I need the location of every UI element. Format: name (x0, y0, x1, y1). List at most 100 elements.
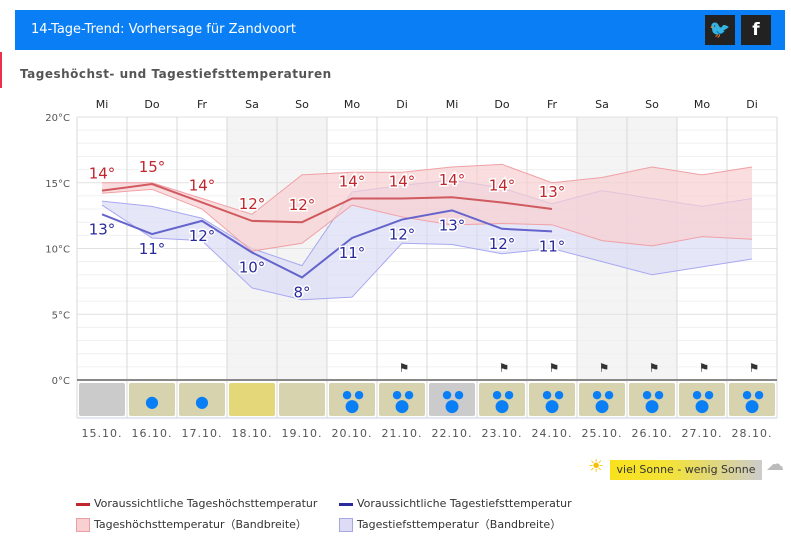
weekday-label: So (295, 98, 309, 111)
wind-flag-icon: ⚑ (549, 361, 560, 375)
weekday-label: Do (494, 98, 509, 111)
rain-drop-icon: ● (654, 388, 664, 401)
rain-drop-icon: ● (645, 396, 660, 416)
high-band-lower (101, 188, 753, 252)
rain-drop-icon: ● (442, 388, 452, 401)
rain-drop-icon: ● (595, 396, 610, 416)
facebook-button[interactable]: f (741, 15, 771, 45)
low-temp-label: 11° (339, 244, 366, 262)
rain-drop-icon: ● (745, 396, 760, 416)
rain-drop-icon: ● (542, 388, 552, 401)
date-label: 27.10. (682, 427, 723, 440)
header-bar: 14-Tage-Trend: Vorhersage für Zandvoort … (15, 10, 785, 50)
high-temp-label: 13° (539, 183, 566, 201)
sky-box-mixed (529, 383, 575, 416)
low-temp-line (101, 209, 553, 279)
weekday-label: Di (746, 98, 758, 111)
legend-label: Voraussichtliche Tagestiefsttemperatur (357, 497, 572, 510)
rain-drop-icon: ● (704, 388, 714, 401)
high-temp-label: 14° (339, 173, 366, 191)
date-label: 18.10. (232, 427, 273, 440)
low-temp-label: 11° (139, 240, 166, 258)
sky-box-mixed (129, 383, 175, 416)
sky-box-mixed (279, 383, 325, 416)
high-temp-label: 14° (489, 176, 516, 194)
date-label: 28.10. (732, 427, 773, 440)
rain-drop-icon: ● (145, 392, 159, 411)
rain-drop-icon: ● (504, 388, 514, 401)
date-label: 23.10. (482, 427, 523, 440)
rain-drop-icon: ● (604, 388, 614, 401)
high-temp-line (101, 183, 553, 224)
low-temp-label: 12° (389, 226, 416, 244)
wind-flag-icon: ⚑ (749, 361, 760, 375)
date-label: 24.10. (532, 427, 573, 440)
sky-box-mixed (579, 383, 625, 416)
high-temp-label: 12° (289, 196, 316, 214)
low-temp-label: 12° (189, 227, 216, 245)
low-temp-label: 13° (439, 216, 466, 234)
weekday-label: Fr (547, 98, 558, 111)
rain-drop-icon: ● (742, 388, 752, 401)
rain-drop-icon: ● (354, 388, 364, 401)
low-temp-label: 8° (293, 283, 310, 301)
wind-flag-icon: ⚑ (399, 361, 410, 375)
sky-box-mixed (729, 383, 775, 416)
date-label: 17.10. (182, 427, 223, 440)
wind-flag-icon: ⚑ (699, 361, 710, 375)
date-label: 16.10. (132, 427, 173, 440)
legend-label: Voraussichtliche Tageshöchsttemperatur (94, 497, 318, 510)
twitter-button[interactable]: 🐦 (705, 15, 735, 45)
twitter-icon: 🐦 (709, 20, 731, 40)
rain-drop-icon: ● (495, 396, 510, 416)
high-temp-label: 14° (89, 165, 116, 183)
legend-label: Tagestiefsttemperatur（Bandbreite） (357, 518, 562, 531)
rain-drop-icon: ● (404, 388, 414, 401)
wind-flag-icon: ⚑ (649, 361, 660, 375)
y-tick-label: 20°C (45, 113, 70, 124)
date-label: 22.10. (432, 427, 473, 440)
sun-icon: ☀ (588, 456, 605, 477)
legend-high-band: Tageshöchsttemperatur（Bandbreite） (76, 516, 307, 532)
high-temp-label: 12° (239, 195, 266, 213)
legend-label: Tageshöchsttemperatur（Bandbreite） (94, 518, 307, 531)
rain-drop-icon: ● (642, 388, 652, 401)
sky-box-cloudy (79, 383, 125, 416)
wind-flag-icon: ⚑ (599, 361, 610, 375)
weekday-label: Mi (96, 98, 109, 111)
y-tick-label: 10°C (45, 245, 70, 256)
weekday-label: Fr (197, 98, 208, 111)
rain-drop-icon: ● (545, 396, 560, 416)
facebook-icon: f (752, 20, 760, 40)
sky-box-cloudy (429, 383, 475, 416)
weekday-label: Do (144, 98, 159, 111)
weekday-label: Mi (446, 98, 459, 111)
rain-drop-icon: ● (692, 388, 702, 401)
sun-scale: viel Sonne - wenig Sonne (610, 460, 762, 480)
rain-drop-icon: ● (492, 388, 502, 401)
high-temp-label: 15° (139, 158, 166, 176)
weekday-label: So (645, 98, 659, 111)
rain-drop-icon: ● (754, 388, 764, 401)
weekday-label: Mo (694, 98, 710, 111)
date-label: 26.10. (632, 427, 673, 440)
weekday-label: Mo (344, 98, 360, 111)
rain-drop-icon: ● (695, 396, 710, 416)
low-temp-label: 10° (239, 258, 266, 276)
rain-drop-icon: ● (454, 388, 464, 401)
date-label: 19.10. (282, 427, 323, 440)
y-tick-label: 15°C (45, 179, 70, 190)
high-band (102, 164, 752, 252)
low-temp-label: 12° (489, 235, 516, 253)
rain-drop-icon: ● (392, 388, 402, 401)
high-temp-label: 14° (189, 176, 216, 194)
high-temp-label: 14° (439, 171, 466, 189)
date-label: 20.10. (332, 427, 373, 440)
legend-low-band: Tagestiefsttemperatur（Bandbreite） (339, 516, 561, 532)
date-label: 15.10. (82, 427, 123, 440)
rain-drop-icon: ● (395, 396, 410, 416)
low-temp-label: 11° (539, 237, 566, 255)
section-title: Tageshöchst- und Tagestiefsttemperaturen (20, 67, 332, 81)
weekday-label: Sa (245, 98, 259, 111)
